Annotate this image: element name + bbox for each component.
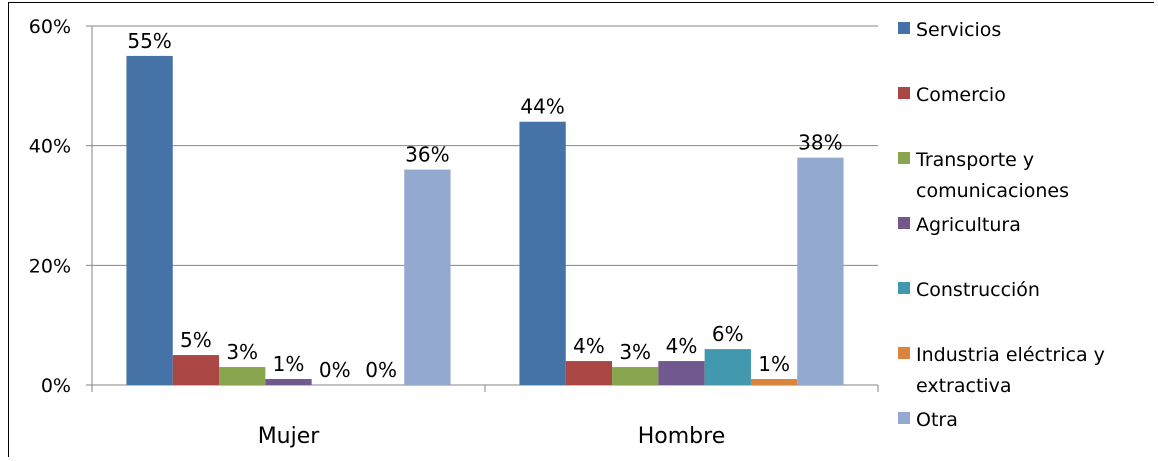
data-label: 3% bbox=[226, 340, 258, 364]
legend-label: Otra bbox=[916, 409, 958, 431]
bar bbox=[797, 158, 843, 385]
bar bbox=[751, 379, 797, 385]
data-label: 0% bbox=[319, 358, 351, 382]
data-label: 4% bbox=[666, 334, 698, 358]
bar bbox=[265, 379, 311, 385]
bar bbox=[173, 355, 219, 385]
legend-swatch bbox=[898, 282, 910, 294]
data-label: 4% bbox=[573, 334, 605, 358]
legend-label: Transporte y bbox=[915, 149, 1034, 171]
data-label: 55% bbox=[127, 29, 171, 53]
y-tick-label: 0% bbox=[41, 375, 71, 397]
legend-label: Construcción bbox=[916, 279, 1040, 301]
bar bbox=[566, 361, 612, 385]
legend-swatch bbox=[898, 217, 910, 229]
bar bbox=[519, 122, 565, 385]
legend-label: Agricultura bbox=[916, 214, 1021, 236]
legend-swatch bbox=[898, 87, 910, 99]
data-label: 5% bbox=[180, 328, 212, 352]
bar bbox=[404, 170, 450, 385]
data-label: 0% bbox=[365, 358, 397, 382]
legend-label: Comercio bbox=[916, 84, 1006, 106]
legend-swatch bbox=[898, 412, 910, 424]
legend-swatch bbox=[898, 347, 910, 359]
x-category-label: Hombre bbox=[638, 424, 726, 449]
y-tick-label: 60% bbox=[29, 16, 71, 38]
bar bbox=[705, 349, 751, 385]
bar bbox=[219, 367, 265, 385]
y-tick-label: 40% bbox=[29, 136, 71, 158]
legend-swatch bbox=[898, 152, 910, 164]
data-label: 44% bbox=[520, 95, 564, 119]
legend-label: extractiva bbox=[916, 375, 1012, 397]
legend-label: Servicios bbox=[916, 19, 1001, 41]
data-label: 1% bbox=[273, 352, 305, 376]
bar bbox=[126, 56, 172, 385]
data-label: 3% bbox=[619, 340, 651, 364]
data-label: 36% bbox=[405, 143, 449, 167]
x-category-label: Mujer bbox=[258, 424, 321, 449]
legend-label: comunicaciones bbox=[916, 180, 1069, 202]
data-label: 6% bbox=[712, 322, 744, 346]
legend-label: Industria eléctrica y bbox=[916, 344, 1105, 366]
y-tick-label: 20% bbox=[29, 255, 71, 277]
bar bbox=[658, 361, 704, 385]
legend-swatch bbox=[898, 22, 910, 34]
data-label: 38% bbox=[798, 131, 842, 155]
bar bbox=[612, 367, 658, 385]
data-label: 1% bbox=[758, 352, 790, 376]
